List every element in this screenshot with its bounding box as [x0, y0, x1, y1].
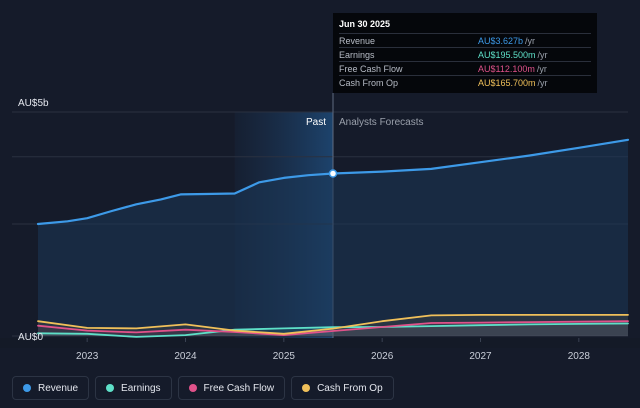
tooltip-row-value: AU$195.500m — [478, 49, 536, 60]
y-axis-bottom-label: AU$0 — [18, 332, 43, 343]
forecast-label: Analysts Forecasts — [339, 117, 423, 128]
series-line-earnings — [37, 322, 629, 338]
tooltip-row-value: AU$3.627b — [478, 35, 524, 46]
tooltip-row-cash-from-op: Cash From Op AU$165.700m /yr — [339, 75, 591, 89]
tooltip-row-unit: /yr — [536, 63, 547, 74]
legend-label: Revenue — [38, 382, 79, 394]
legend-dot-icon — [302, 384, 311, 392]
legend-dot-icon — [23, 384, 31, 392]
tooltip-row-unit: /yr — [537, 77, 548, 88]
tooltip-row-name: Free Cash Flow — [339, 63, 403, 74]
x-axis-band — [0, 338, 640, 348]
tooltip-row-name: Revenue — [339, 35, 376, 46]
x-tick-label: 2025 — [273, 351, 296, 362]
legend-item-revenue[interactable]: Revenue — [12, 376, 90, 400]
tooltip-row-earnings: Earnings AU$195.500m /yr — [339, 47, 591, 61]
tooltip-row-free-cash-flow: Free Cash Flow AU$112.100m /yr — [339, 61, 591, 75]
x-tick-label: 2026 — [371, 351, 394, 362]
x-tick-label: 2028 — [568, 351, 591, 362]
revenue-area — [38, 139, 628, 336]
past-label: Past — [306, 117, 326, 128]
tooltip-date: Jun 30 2025 — [339, 19, 391, 29]
legend-dot-icon — [106, 384, 115, 392]
tooltip-row-value: AU$165.700m — [478, 77, 536, 88]
tooltip: Jun 30 2025 Revenue AU$3.627b /yr Earnin… — [333, 13, 597, 93]
legend-label: Cash From Op — [317, 382, 383, 394]
series-line-free-cash-flow — [37, 320, 629, 336]
x-tick-label: 2027 — [469, 351, 492, 362]
legend-label: Earnings — [121, 382, 161, 394]
series-line-revenue — [36, 138, 630, 226]
revenue-marker — [328, 169, 338, 178]
legend: Revenue Earnings Free Cash Flow Cash Fro… — [12, 376, 394, 400]
legend-item-free-cash-flow[interactable]: Free Cash Flow — [177, 376, 286, 400]
y-axis-top-label: AU$5b — [18, 98, 49, 109]
tooltip-row-revenue: Revenue AU$3.627b /yr — [339, 33, 591, 47]
legend-item-cash-from-op[interactable]: Cash From Op — [291, 376, 394, 400]
x-tick-label: 2024 — [174, 351, 197, 362]
legend-dot-icon — [188, 384, 197, 392]
series-area-cash-from-op — [38, 314, 628, 336]
x-tick-label: 2023 — [76, 351, 99, 362]
tooltip-row-unit: /yr — [537, 49, 548, 60]
tooltip-row-name: Earnings — [339, 49, 375, 60]
tooltip-row-name: Cash From Op — [339, 77, 399, 88]
tooltip-row-value: AU$112.100m — [478, 63, 535, 74]
tooltip-row-unit: /yr — [525, 35, 536, 46]
series-line-cash-from-op — [37, 314, 629, 335]
legend-label: Free Cash Flow — [203, 382, 275, 394]
legend-item-earnings[interactable]: Earnings — [95, 376, 172, 400]
